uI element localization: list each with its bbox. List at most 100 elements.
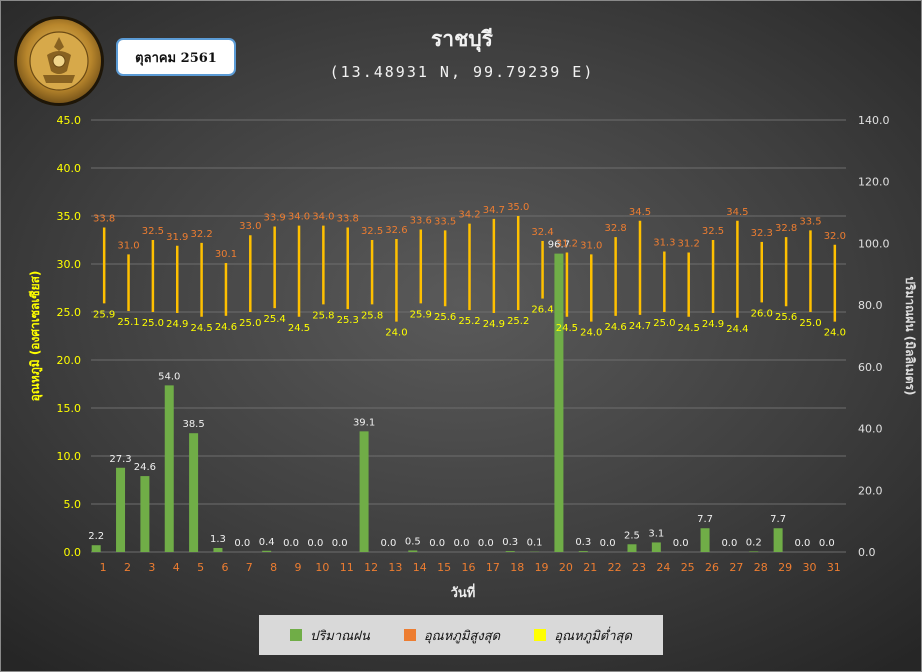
rain-bar (189, 433, 199, 552)
max-temp-label: 31.0 (117, 240, 139, 251)
min-temp-label: 25.4 (264, 314, 286, 325)
x-tick-label: 26 (705, 561, 719, 574)
rain-value-label: 0.0 (673, 538, 689, 549)
legend: ปริมาณฝน อุณหภูมิสูงสุด อุณหภูมิต่ำสุด (259, 615, 663, 655)
rain-value-label: 0.0 (307, 538, 323, 549)
min-temp-label: 25.3 (337, 315, 359, 326)
max-temp-label: 33.5 (799, 216, 821, 227)
max-temp-label: 34.2 (458, 210, 480, 221)
rain-value-label: 27.3 (109, 454, 131, 465)
rain-value-label: 38.5 (182, 419, 204, 430)
min-temp-label: 24.0 (580, 328, 602, 339)
rain-value-label: 2.5 (624, 530, 640, 541)
min-temp-label: 25.0 (653, 318, 675, 329)
max-temp-label: 33.0 (239, 221, 261, 232)
rain-value-label: 0.0 (429, 538, 445, 549)
rain-bar (359, 431, 369, 552)
x-tick-label: 18 (510, 561, 524, 574)
x-tick-label: 20 (559, 561, 573, 574)
x-tick-label: 22 (608, 561, 622, 574)
x-tick-label: 8 (270, 561, 277, 574)
right-tick-label: 0.0 (858, 546, 876, 559)
x-axis-label: วันที่ (451, 583, 476, 601)
x-tick-label: 27 (729, 561, 743, 574)
min-temp-label: 24.5 (678, 323, 700, 334)
x-axis-ticks: 1 2 3 4 5 6 7 8 9 10 11 12 13 14 15 16 17 18 19 20 21 22 23 24 2… (100, 561, 841, 574)
left-tick-label: 40.0 (57, 162, 82, 175)
x-tick-label: 7 (246, 561, 253, 574)
max-temp-label: 32.8 (775, 223, 797, 234)
rain-value-label: 0.4 (259, 537, 275, 548)
x-tick-label: 24 (656, 561, 670, 574)
max-temp-label: 34.7 (483, 205, 505, 216)
max-temp-label: 32.5 (702, 226, 724, 237)
max-temp-label: 32.0 (824, 231, 846, 242)
left-tick-label: 20.0 (57, 354, 82, 367)
x-tick-label: 15 (437, 561, 451, 574)
right-tick-label: 80.0 (858, 299, 883, 312)
rain-value-label: 39.1 (353, 417, 375, 428)
rain-value-label: 2.2 (88, 531, 104, 542)
legend-label-max: อุณหภูมิสูงสุด (423, 628, 501, 644)
min-temp-label: 25.0 (142, 318, 164, 329)
min-temp-label: 24.5 (190, 323, 212, 334)
max-temp-label: 32.5 (361, 226, 383, 237)
legend-swatch-rain (290, 629, 303, 641)
max-temp-label: 33.6 (410, 215, 432, 226)
right-axis-label: ปริมาณฝน (มิลลิเมตร) (903, 276, 917, 395)
min-temp-label: 24.6 (604, 322, 626, 333)
rain-bar (773, 528, 783, 552)
x-tick-label: 2 (124, 561, 131, 574)
rain-value-label: 0.0 (478, 538, 494, 549)
min-temp-label: 24.0 (385, 328, 407, 339)
rain-value-label: 0.0 (454, 538, 470, 549)
max-temp-label: 32.3 (751, 228, 773, 239)
x-tick-label: 25 (681, 561, 695, 574)
rain-value-label: 24.6 (134, 462, 156, 473)
rain-bars: 2.227.324.654.038.51.3 0.0 0.4 0.0 0.0 0.039.… (88, 240, 835, 552)
max-temp-label: 30.1 (215, 249, 237, 260)
max-temp-label: 32.5 (142, 226, 164, 237)
max-temp-label: 31.2 (556, 238, 578, 249)
legend-swatch-min (534, 629, 547, 641)
max-temp-label: 35.0 (507, 202, 529, 213)
x-tick-label: 6 (221, 561, 228, 574)
rain-value-label: 0.3 (575, 537, 591, 548)
min-temp-label: 24.4 (726, 324, 748, 335)
max-temp-label: 34.0 (288, 212, 310, 223)
max-temp-label: 34.5 (726, 207, 748, 218)
min-temp-label: 26.0 (751, 308, 773, 319)
max-temp-label: 31.9 (166, 232, 188, 243)
min-temp-label: 24.7 (629, 321, 651, 332)
min-temp-label: 25.0 (239, 318, 261, 329)
legend-item-min: อุณหภูมิต่ำสุด (534, 625, 632, 646)
x-tick-label: 3 (148, 561, 155, 574)
x-tick-label: 16 (462, 561, 476, 574)
rain-value-label: 0.0 (332, 538, 348, 549)
rain-bar (749, 551, 759, 552)
x-tick-label: 19 (535, 561, 549, 574)
min-temp-label: 25.2 (458, 316, 480, 327)
min-temp-label: 24.6 (215, 322, 237, 333)
x-tick-label: 23 (632, 561, 646, 574)
x-tick-label: 4 (173, 561, 180, 574)
min-temp-label: 25.1 (117, 317, 139, 328)
x-tick-label: 9 (295, 561, 302, 574)
min-temp-label: 25.0 (799, 318, 821, 329)
rain-value-label: 96.7 (548, 240, 570, 251)
right-tick-label: 120.0 (858, 176, 890, 189)
rain-value-label: 0.1 (527, 538, 543, 549)
left-tick-label: 10.0 (57, 450, 82, 463)
x-tick-label: 14 (413, 561, 427, 574)
chart-subtitle: (13.48931 N, 99.79239 E) (329, 63, 595, 81)
min-temp-label: 24.5 (556, 323, 578, 334)
rain-bar (116, 467, 126, 552)
x-tick-label: 1 (100, 561, 107, 574)
max-temp-label: 32.4 (531, 227, 553, 238)
max-temp-label: 31.3 (653, 238, 675, 249)
min-temp-label: 24.9 (166, 319, 188, 330)
rain-value-label: 0.0 (721, 538, 737, 549)
rain-value-label: 3.1 (648, 528, 664, 539)
rain-bar (578, 551, 588, 552)
